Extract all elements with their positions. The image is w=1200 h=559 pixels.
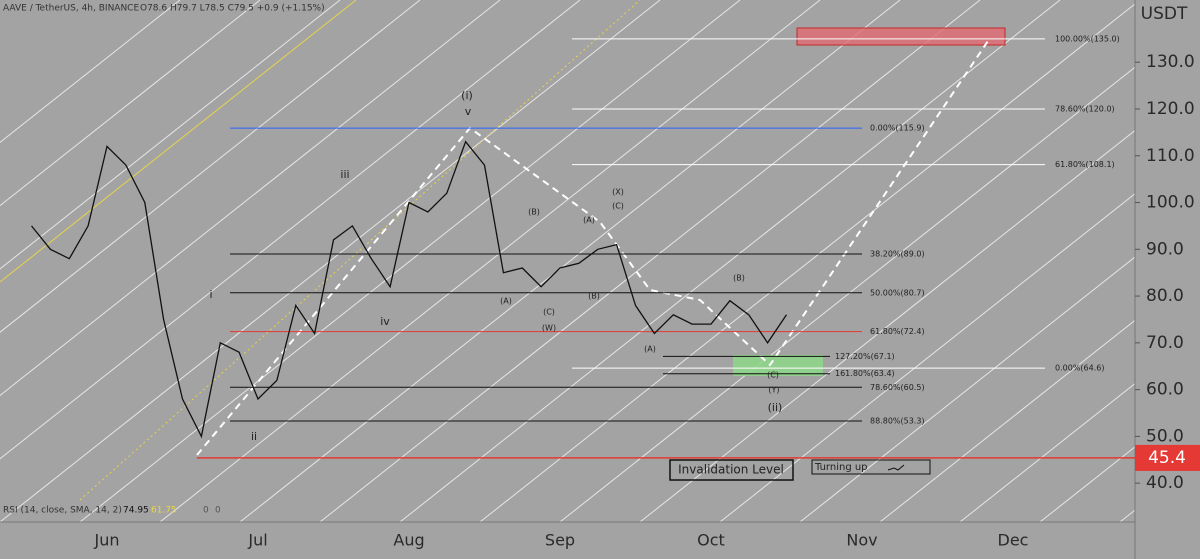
channel-lines xyxy=(0,0,1200,523)
y-tick-label: 50.0 xyxy=(1146,426,1184,446)
wave-label: (C) xyxy=(767,371,779,380)
x-tick-label: Dec xyxy=(998,531,1029,550)
fib-label: 50.00%(80.7) xyxy=(870,288,925,297)
channel-line xyxy=(879,268,1200,523)
y-tick-label: 120.0 xyxy=(1146,99,1195,119)
channel-line xyxy=(479,0,1141,523)
invalidation-box xyxy=(669,459,794,481)
y-tick-label: 60.0 xyxy=(1146,380,1184,400)
y-tick-label: 130.0 xyxy=(1146,52,1195,72)
wave-label: (C) xyxy=(612,202,624,211)
turning-arrow xyxy=(887,464,905,471)
wave-label: (B) xyxy=(528,208,540,217)
fib-label: 0.00%(64.6) xyxy=(1055,364,1104,373)
fib-label: 38.20%(89.0) xyxy=(870,249,925,258)
channel-line xyxy=(559,15,1200,523)
channel-line xyxy=(0,0,341,270)
wave-label: (A) xyxy=(500,297,512,306)
axis-title: USDT xyxy=(1141,4,1188,24)
x-tick-label: Jul xyxy=(247,531,267,550)
fib-label: 100.00%(135.0) xyxy=(1055,34,1120,43)
channel-line xyxy=(0,0,661,523)
indicator-value: 61.75 xyxy=(151,506,177,516)
wave-label: ii xyxy=(251,430,257,443)
yellow-dotted-line xyxy=(79,0,641,501)
wave-label: (i) xyxy=(461,89,473,102)
fib-label: 61.80%(108.1) xyxy=(1055,160,1115,169)
channel-line xyxy=(0,0,501,397)
indicator-value: 74.95 xyxy=(123,506,149,516)
turning-text: Turning up xyxy=(814,462,868,473)
wave-label: (X) xyxy=(612,188,624,197)
channel-line xyxy=(239,0,901,523)
indicator-value: 0 xyxy=(203,506,209,516)
wave-label: (B) xyxy=(588,292,600,301)
x-tick-label: Jun xyxy=(94,531,120,550)
y-tick-label: 40.0 xyxy=(1146,473,1184,493)
wave-label: iii xyxy=(340,168,349,181)
invalidation-text: Invalidation Level xyxy=(678,463,784,477)
fib-label: 127.20%(67.1) xyxy=(835,352,895,361)
yellow-line xyxy=(0,0,357,283)
target-zone xyxy=(796,27,1006,46)
channel-line xyxy=(0,0,421,333)
y-tick-label: 110.0 xyxy=(1146,146,1195,166)
fib-label: 88.80%(53.3) xyxy=(870,416,925,425)
symbol: AAVE / TetherUS, 4h, BINANCE xyxy=(3,4,139,14)
indicator-value: 0 xyxy=(215,506,221,516)
y-tick-label: 80.0 xyxy=(1146,286,1184,306)
wave-label: i xyxy=(209,288,212,301)
x-tick-label: Aug xyxy=(393,531,424,550)
price-line xyxy=(30,140,788,439)
y-tick-label: 100.0 xyxy=(1146,193,1195,213)
wave-label: (ii) xyxy=(768,401,783,414)
channel-line xyxy=(0,0,261,207)
price-tag-label: 45.4 xyxy=(1148,448,1186,468)
turning-box xyxy=(811,459,931,475)
wave-path xyxy=(196,37,991,456)
indicator-name: RSI (14, close, SMA, 14, 2) xyxy=(3,506,122,516)
fib-label: 61.80%(72.4) xyxy=(870,327,925,336)
price-tag xyxy=(1135,444,1200,471)
x-tick-label: Sep xyxy=(545,531,575,550)
y-tick-label: 70.0 xyxy=(1146,333,1184,353)
wave-label: v xyxy=(465,105,472,118)
wave-label: (A) xyxy=(583,216,595,225)
wave-label: (W) xyxy=(542,324,556,333)
channel-line xyxy=(0,0,581,460)
channel-line xyxy=(159,0,821,523)
fib-label: 161.80%(63.4) xyxy=(835,369,895,378)
x-tick-label: Oct xyxy=(697,531,725,550)
wave-label: (Y) xyxy=(768,386,779,395)
channel-line xyxy=(799,204,1200,523)
channel-line xyxy=(399,0,1061,523)
wave-label: (B) xyxy=(733,274,745,283)
channel-line xyxy=(639,78,1200,523)
channel-line xyxy=(719,141,1200,523)
fib-label: 78.60%(120.0) xyxy=(1055,104,1115,113)
support-zone xyxy=(733,355,823,376)
channel-line xyxy=(959,331,1200,523)
y-tick-label: 90.0 xyxy=(1146,239,1184,259)
wave-label: (C) xyxy=(543,308,555,317)
channel-line xyxy=(0,0,181,144)
wave-label: (A) xyxy=(644,345,656,354)
wave-label: iv xyxy=(380,315,390,328)
ohlc: O78.6 H79.7 L78.5 C79.5 +0.9 (+1.15%) xyxy=(140,4,325,14)
fib-label: 0.00%(115.9) xyxy=(870,124,925,133)
x-tick-label: Nov xyxy=(846,531,877,550)
channel-line xyxy=(79,0,741,523)
fib-label: 78.60%(60.5) xyxy=(870,383,925,392)
channel-line xyxy=(319,0,981,523)
